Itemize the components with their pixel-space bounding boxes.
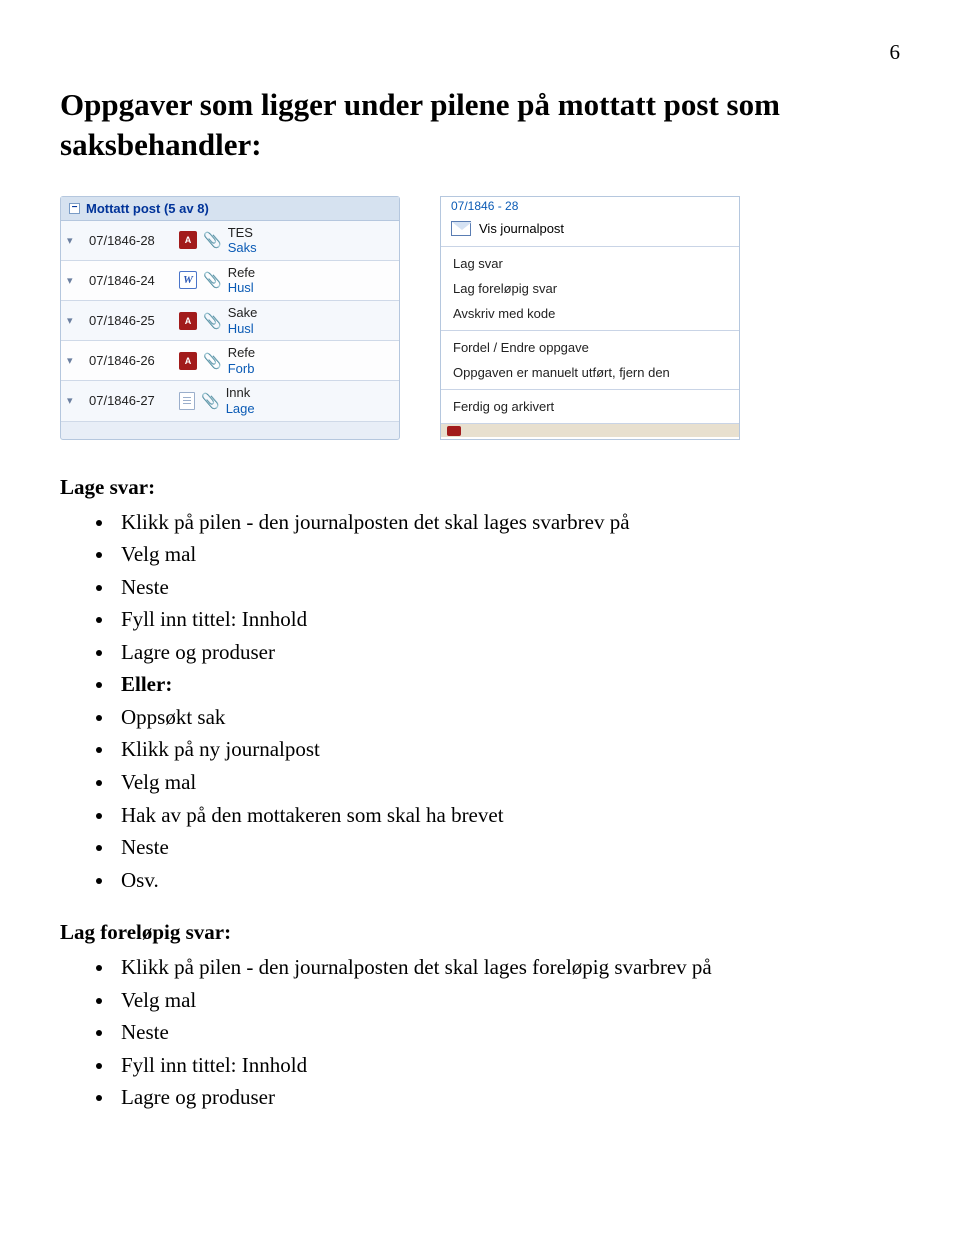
- list-item: Velg mal: [115, 766, 900, 799]
- menu-item[interactable]: Fordel / Endre oppgave: [441, 335, 739, 360]
- list-item: Klikk på pilen - den journalposten det s…: [115, 951, 900, 984]
- row-line2: Forb: [228, 361, 255, 377]
- pdf-icon: A: [179, 231, 197, 249]
- list-item: Osv.: [115, 864, 900, 897]
- menu-item[interactable]: Ferdig og arkivert: [441, 394, 739, 419]
- list-item: Oppsøkt sak: [115, 701, 900, 734]
- list-item: Velg mal: [115, 538, 900, 571]
- row-description: InnkLage: [226, 385, 255, 416]
- row-line1: Refe: [228, 345, 255, 361]
- chevron-down-icon[interactable]: ▾: [67, 354, 83, 367]
- list-item: Neste: [115, 831, 900, 864]
- row-description: RefeForb: [228, 345, 255, 376]
- paperclip-icon: 📎: [203, 312, 222, 330]
- row-description: SakeHusl: [228, 305, 258, 336]
- list-item: Klikk på ny journalpost: [115, 733, 900, 766]
- chevron-down-icon[interactable]: ▾: [67, 314, 83, 327]
- menu-item-view[interactable]: Vis journalpost: [441, 215, 739, 242]
- list-row[interactable]: ▾ 07/1846-24 W 📎 RefeHusl: [61, 261, 399, 301]
- row-id: 07/1846-26: [89, 353, 173, 368]
- row-line2: Husl: [228, 321, 258, 337]
- collapse-icon[interactable]: −: [69, 203, 80, 214]
- row-line1: Refe: [228, 265, 255, 281]
- row-line1: TES: [228, 225, 257, 241]
- pdf-icon: A: [179, 352, 197, 370]
- pdf-icon: A: [179, 312, 197, 330]
- section2-label: Lag foreløpig svar:: [60, 920, 900, 945]
- list-item: Fyll inn tittel: Innhold: [115, 603, 900, 636]
- word-icon: W: [179, 271, 197, 289]
- row-line2: Lage: [226, 401, 255, 417]
- chevron-down-icon[interactable]: ▾: [67, 234, 83, 247]
- list-row[interactable]: ▾ 07/1846-27 📎 InnkLage: [61, 381, 399, 421]
- group-header[interactable]: − Mottatt post (5 av 8): [61, 197, 399, 221]
- row-line1: Sake: [228, 305, 258, 321]
- list-item: Lagre og produser: [115, 1081, 900, 1114]
- list-item: Klikk på pilen - den journalposten det s…: [115, 506, 900, 539]
- menu-item[interactable]: Oppgaven er manuelt utført, fjern den: [441, 360, 739, 385]
- menu-item[interactable]: Avskriv med kode: [441, 301, 739, 326]
- document-icon: [179, 392, 195, 410]
- row-line1: Innk: [226, 385, 255, 401]
- menu-separator: [441, 330, 739, 331]
- paperclip-icon: 📎: [203, 271, 222, 289]
- menu-header-fragment: 07/1846 - 28: [441, 199, 739, 215]
- chevron-down-icon[interactable]: ▾: [67, 274, 83, 287]
- menu-item[interactable]: Lag svar: [441, 251, 739, 276]
- section1-list: Klikk på pilen - den journalposten det s…: [60, 506, 900, 897]
- page-heading: Oppgaver som ligger under pilene på mott…: [60, 85, 900, 166]
- menu-separator: [441, 246, 739, 247]
- paperclip-icon: 📎: [203, 352, 222, 370]
- row-line2: Husl: [228, 280, 255, 296]
- section1-label: Lage svar:: [60, 475, 900, 500]
- list-item: Eller:: [115, 668, 900, 701]
- group-title: Mottatt post (5 av 8): [86, 201, 209, 216]
- context-menu: 07/1846 - 28 Vis journalpost Lag svarLag…: [440, 196, 740, 440]
- list-item: Neste: [115, 571, 900, 604]
- list-item: Hak av på den mottakeren som skal ha bre…: [115, 799, 900, 832]
- list-item: Lagre og produser: [115, 636, 900, 669]
- row-description: RefeHusl: [228, 265, 255, 296]
- list-item: Fyll inn tittel: Innhold: [115, 1049, 900, 1082]
- mail-icon: [451, 221, 471, 236]
- chevron-down-icon[interactable]: ▾: [67, 394, 83, 407]
- list-row[interactable]: ▾ 07/1846-26 A 📎 RefeForb: [61, 341, 399, 381]
- menu-separator: [441, 389, 739, 390]
- menu-footer-strip: [441, 423, 739, 437]
- mail-list-panel: − Mottatt post (5 av 8) ▾ 07/1846-28 A 📎 TES…: [60, 196, 400, 440]
- screenshot-area: − Mottatt post (5 av 8) ▾ 07/1846-28 A 📎 TES…: [60, 196, 900, 440]
- list-item: Velg mal: [115, 984, 900, 1017]
- paperclip-icon: 📎: [203, 231, 222, 249]
- menu-item[interactable]: Lag foreløpig svar: [441, 276, 739, 301]
- section2-list: Klikk på pilen - den journalposten det s…: [60, 951, 900, 1114]
- row-id: 07/1846-28: [89, 233, 173, 248]
- row-id: 07/1846-27: [89, 393, 173, 408]
- page-number: 6: [60, 40, 900, 65]
- row-line2: Saks: [228, 240, 257, 256]
- row-id: 07/1846-25: [89, 313, 173, 328]
- menu-label: Vis journalpost: [479, 221, 564, 236]
- paperclip-icon: 📎: [201, 392, 220, 410]
- list-row[interactable]: ▾ 07/1846-28 A 📎 TESSaks: [61, 221, 399, 261]
- list-row[interactable]: ▾ 07/1846-25 A 📎 SakeHusl: [61, 301, 399, 341]
- row-id: 07/1846-24: [89, 273, 173, 288]
- row-description: TESSaks: [228, 225, 257, 256]
- list-item: Neste: [115, 1016, 900, 1049]
